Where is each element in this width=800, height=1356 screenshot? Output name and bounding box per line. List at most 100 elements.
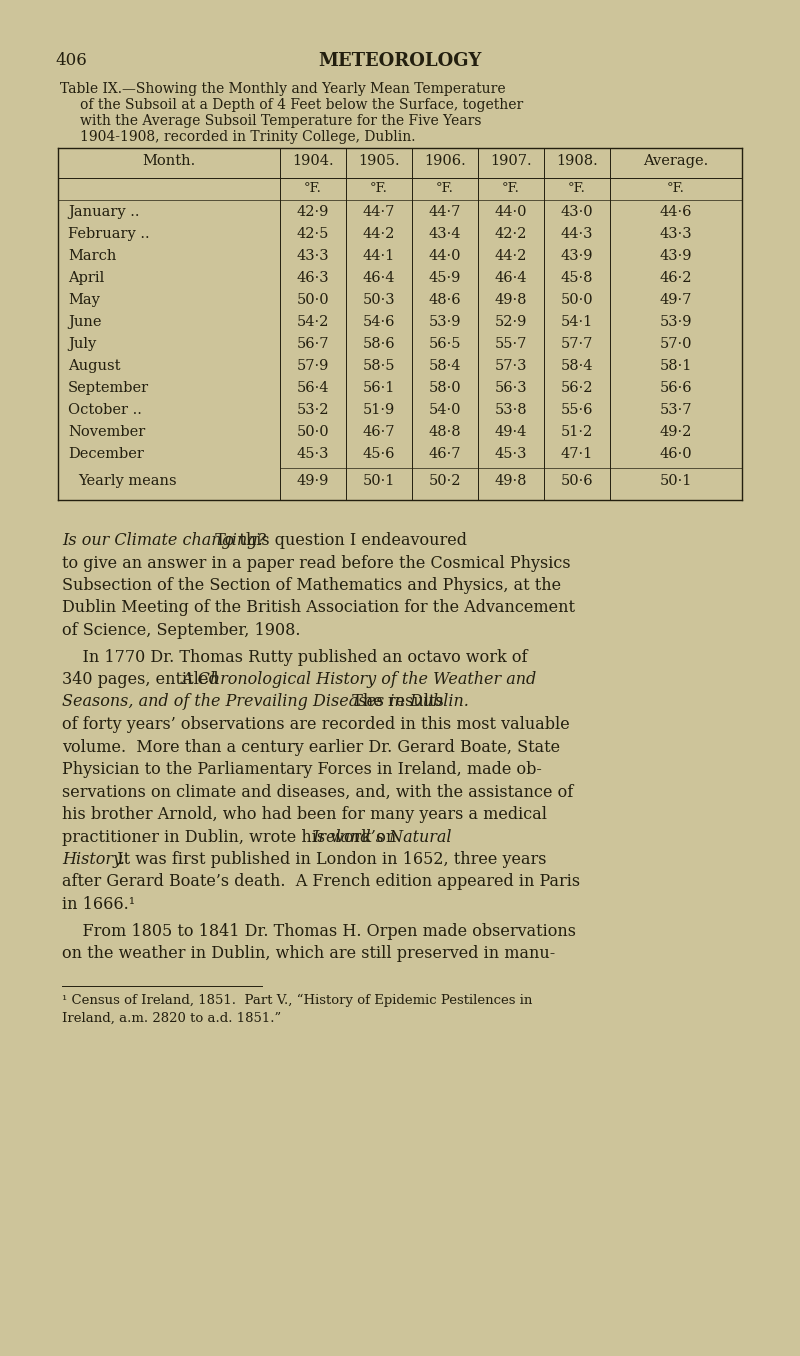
- Text: 45·6: 45·6: [362, 447, 395, 461]
- Text: February ..: February ..: [68, 226, 150, 241]
- Text: 43·4: 43·4: [429, 226, 462, 241]
- Text: 56·3: 56·3: [494, 381, 527, 395]
- Text: January ..: January ..: [68, 205, 139, 220]
- Text: on the weather in Dublin, which are still preserved in manu-: on the weather in Dublin, which are stil…: [62, 945, 555, 961]
- Text: 1908.: 1908.: [556, 155, 598, 168]
- Text: Yearly means: Yearly means: [78, 475, 177, 488]
- Text: 51·2: 51·2: [561, 424, 593, 439]
- Text: 58·1: 58·1: [660, 359, 692, 373]
- Text: of Science, September, 1908.: of Science, September, 1908.: [62, 622, 301, 639]
- Text: 54·6: 54·6: [362, 315, 395, 330]
- Text: °F.: °F.: [436, 182, 454, 195]
- Text: 53·9: 53·9: [660, 315, 692, 330]
- Text: 49·7: 49·7: [660, 293, 692, 306]
- Text: April: April: [68, 271, 104, 285]
- Text: Is our Climate changing?: Is our Climate changing?: [62, 532, 266, 549]
- Text: 55·7: 55·7: [495, 338, 527, 351]
- Text: 56·1: 56·1: [363, 381, 395, 395]
- Text: Dublin Meeting of the British Association for the Advancement: Dublin Meeting of the British Associatio…: [62, 599, 575, 617]
- Text: 47·1: 47·1: [561, 447, 593, 461]
- Text: in 1666.¹: in 1666.¹: [62, 896, 135, 913]
- Text: December: December: [68, 447, 144, 461]
- Text: 49·4: 49·4: [495, 424, 527, 439]
- Text: May: May: [68, 293, 100, 306]
- Text: November: November: [68, 424, 146, 439]
- Text: 1904.: 1904.: [292, 155, 334, 168]
- Text: 45·3: 45·3: [494, 447, 527, 461]
- Text: 44·6: 44·6: [660, 205, 692, 220]
- Text: of the Subsoil at a Depth of 4 Feet below the Surface, together: of the Subsoil at a Depth of 4 Feet belo…: [80, 98, 523, 113]
- Text: 54·1: 54·1: [561, 315, 593, 330]
- Text: 45·3: 45·3: [297, 447, 330, 461]
- Text: Average.: Average.: [643, 155, 709, 168]
- Text: 46·7: 46·7: [429, 447, 462, 461]
- Text: 44·0: 44·0: [429, 250, 462, 263]
- Text: Subsection of the Section of Mathematics and Physics, at the: Subsection of the Section of Mathematics…: [62, 578, 561, 594]
- Text: July: July: [68, 338, 96, 351]
- Text: servations on climate and diseases, and, with the assistance of: servations on climate and diseases, and,…: [62, 784, 574, 800]
- Text: 58·4: 58·4: [429, 359, 462, 373]
- Text: 44·1: 44·1: [363, 250, 395, 263]
- Text: 48·6: 48·6: [429, 293, 462, 306]
- Text: 51·9: 51·9: [363, 403, 395, 418]
- Text: 52·9: 52·9: [495, 315, 527, 330]
- Text: In 1770 Dr. Thomas Rutty published an octavo work of: In 1770 Dr. Thomas Rutty published an oc…: [62, 648, 527, 666]
- Text: °F.: °F.: [667, 182, 685, 195]
- Text: The results: The results: [342, 693, 444, 711]
- Text: August: August: [68, 359, 121, 373]
- Text: 57·0: 57·0: [660, 338, 692, 351]
- Text: Physician to the Parliamentary Forces in Ireland, made ob-: Physician to the Parliamentary Forces in…: [62, 761, 542, 778]
- Text: 48·8: 48·8: [429, 424, 462, 439]
- Text: 50·0: 50·0: [561, 293, 594, 306]
- Text: 46·4: 46·4: [362, 271, 395, 285]
- Text: 406: 406: [55, 52, 86, 69]
- Text: 58·0: 58·0: [429, 381, 462, 395]
- Text: his brother Arnold, who had been for many years a medical: his brother Arnold, who had been for man…: [62, 805, 547, 823]
- Text: 50·2: 50·2: [429, 475, 462, 488]
- Text: 54·0: 54·0: [429, 403, 462, 418]
- Text: Ireland, a.m. 2820 to a.d. 1851.”: Ireland, a.m. 2820 to a.d. 1851.”: [62, 1012, 282, 1025]
- Text: From 1805 to 1841 Dr. Thomas H. Orpen made observations: From 1805 to 1841 Dr. Thomas H. Orpen ma…: [62, 922, 576, 940]
- Text: after Gerard Boate’s death.  A French edition appeared in Paris: after Gerard Boate’s death. A French edi…: [62, 873, 580, 891]
- Text: °F.: °F.: [568, 182, 586, 195]
- Text: 44·7: 44·7: [429, 205, 461, 220]
- Text: 53·8: 53·8: [494, 403, 527, 418]
- Text: 46·7: 46·7: [362, 424, 395, 439]
- Text: 45·8: 45·8: [561, 271, 594, 285]
- Text: ¹ Census of Ireland, 1851.  Part V., “History of Epidemic Pestilences in: ¹ Census of Ireland, 1851. Part V., “His…: [62, 994, 532, 1006]
- Text: 42·9: 42·9: [297, 205, 329, 220]
- Text: 50·0: 50·0: [297, 424, 330, 439]
- Text: A Chronological History of the Weather and: A Chronological History of the Weather a…: [181, 671, 536, 687]
- Text: of forty years’ observations are recorded in this most valuable: of forty years’ observations are recorde…: [62, 716, 570, 734]
- Text: 53·7: 53·7: [660, 403, 692, 418]
- Text: 43·0: 43·0: [561, 205, 594, 220]
- Text: 53·9: 53·9: [429, 315, 462, 330]
- Text: practitioner in Dublin, wrote his work on: practitioner in Dublin, wrote his work o…: [62, 829, 402, 846]
- Text: °F.: °F.: [502, 182, 520, 195]
- Text: 58·4: 58·4: [561, 359, 594, 373]
- Text: °F.: °F.: [304, 182, 322, 195]
- Text: 43·3: 43·3: [297, 250, 330, 263]
- Text: 45·9: 45·9: [429, 271, 461, 285]
- Text: 43·3: 43·3: [660, 226, 692, 241]
- Text: 49·2: 49·2: [660, 424, 692, 439]
- Text: Seasons, and of the Prevailing Diseases in Dublin.: Seasons, and of the Prevailing Diseases …: [62, 693, 469, 711]
- Text: 340 pages, entitled: 340 pages, entitled: [62, 671, 224, 687]
- Text: Table IX.—Showing the Monthly and Yearly Mean Temperature: Table IX.—Showing the Monthly and Yearly…: [60, 81, 506, 96]
- Text: 49·8: 49·8: [494, 293, 527, 306]
- Text: June: June: [68, 315, 102, 330]
- Text: 46·0: 46·0: [660, 447, 692, 461]
- Text: 42·5: 42·5: [297, 226, 329, 241]
- Text: 54·2: 54·2: [297, 315, 329, 330]
- Text: Ireland’s Natural: Ireland’s Natural: [312, 829, 451, 846]
- Text: It was first published in London in 1652, three years: It was first published in London in 1652…: [107, 852, 546, 868]
- Text: 44·2: 44·2: [495, 250, 527, 263]
- Text: 46·3: 46·3: [297, 271, 330, 285]
- Text: 50·3: 50·3: [362, 293, 395, 306]
- Text: 46·2: 46·2: [660, 271, 692, 285]
- Text: 56·5: 56·5: [429, 338, 462, 351]
- Text: 44·7: 44·7: [363, 205, 395, 220]
- Text: 49·9: 49·9: [297, 475, 329, 488]
- Text: 1904-1908, recorded in Trinity College, Dublin.: 1904-1908, recorded in Trinity College, …: [80, 130, 415, 144]
- Text: 56·2: 56·2: [561, 381, 594, 395]
